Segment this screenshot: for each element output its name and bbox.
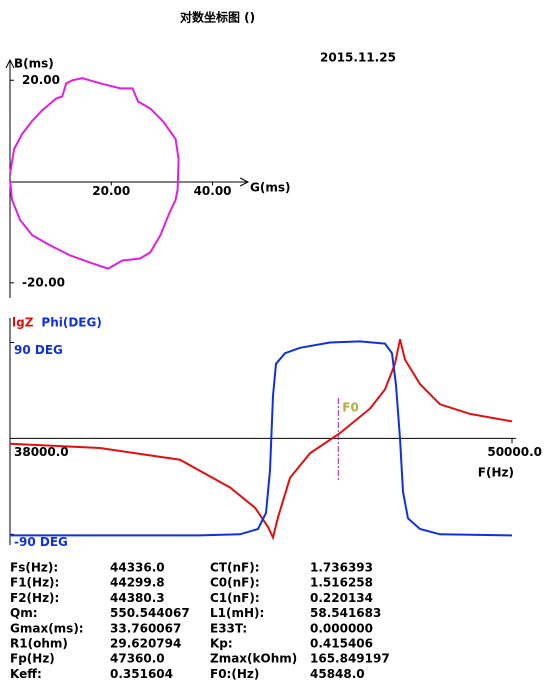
param-label: C1(nF): [210, 591, 260, 605]
param-value: 44336.0 [110, 561, 165, 575]
param-label: Qm: [10, 606, 38, 620]
param-value: 45848.0 [310, 667, 365, 681]
y-axis-label: B(ms) [14, 57, 54, 71]
param-value: 0.220134 [310, 591, 373, 605]
param-label: R1(ohm) [10, 637, 68, 651]
param-value: 1.736393 [310, 561, 373, 575]
param-value: 1.516258 [310, 576, 373, 590]
param-label: Zmax(kOhm) [210, 652, 297, 666]
param-value: 58.541683 [310, 606, 381, 620]
y-tick-label: -20.00 [22, 275, 65, 289]
param-label: Kp: [210, 637, 233, 651]
x-tick-label: 20.00 [92, 184, 130, 198]
x-tick-label: 50000.0 [487, 445, 542, 459]
param-label: Keff: [10, 667, 42, 681]
x-tick-label: 40.00 [194, 184, 232, 198]
curve [9, 339, 513, 541]
param-label: F1(Hz): [10, 576, 59, 590]
param-value: 0.351604 [110, 667, 173, 681]
legend-entry: Phi(DEG) [41, 316, 101, 330]
param-value: 29.620794 [110, 637, 181, 651]
param-label: CT(nF): [210, 561, 260, 575]
param-value: 44380.3 [110, 591, 165, 605]
param-value: 165.849197 [310, 652, 390, 666]
title: 对数坐标图 () [180, 10, 255, 25]
x-axis-label: G(ms) [250, 181, 290, 195]
legend-entry: lgZ [12, 316, 34, 330]
param-label: Fs(Hz): [10, 561, 58, 575]
x-tick-label: 38000.0 [14, 445, 69, 459]
param-label: E33T: [210, 621, 247, 635]
param-label: C0(nF): [210, 576, 260, 590]
y-tick-label: -90 DEG [14, 535, 68, 549]
date: 2015.11.25 [320, 51, 396, 65]
marker-label: F0 [342, 401, 359, 415]
param-value: 44299.8 [110, 576, 165, 590]
param-label: Gmax(ms): [10, 621, 84, 635]
param-value: 0.000000 [310, 621, 373, 635]
curve [10, 340, 513, 537]
param-label: F0:(Hz) [210, 667, 259, 681]
curve [9, 77, 180, 270]
axes [5, 58, 250, 298]
y-tick-label: 90 DEG [14, 343, 63, 357]
y-tick-label: 20.00 [22, 73, 60, 87]
param-value: 550.544067 [110, 606, 190, 620]
param-value: 47360.0 [110, 652, 165, 666]
param-label: L1(mH): [210, 606, 264, 620]
param-label: F2(Hz): [10, 591, 59, 605]
param-value: 33.760067 [110, 621, 181, 635]
x-axis-label: F(Hz) [478, 466, 514, 480]
param-label: Fp(Hz) [10, 652, 55, 666]
param-value: 0.415406 [310, 637, 373, 651]
